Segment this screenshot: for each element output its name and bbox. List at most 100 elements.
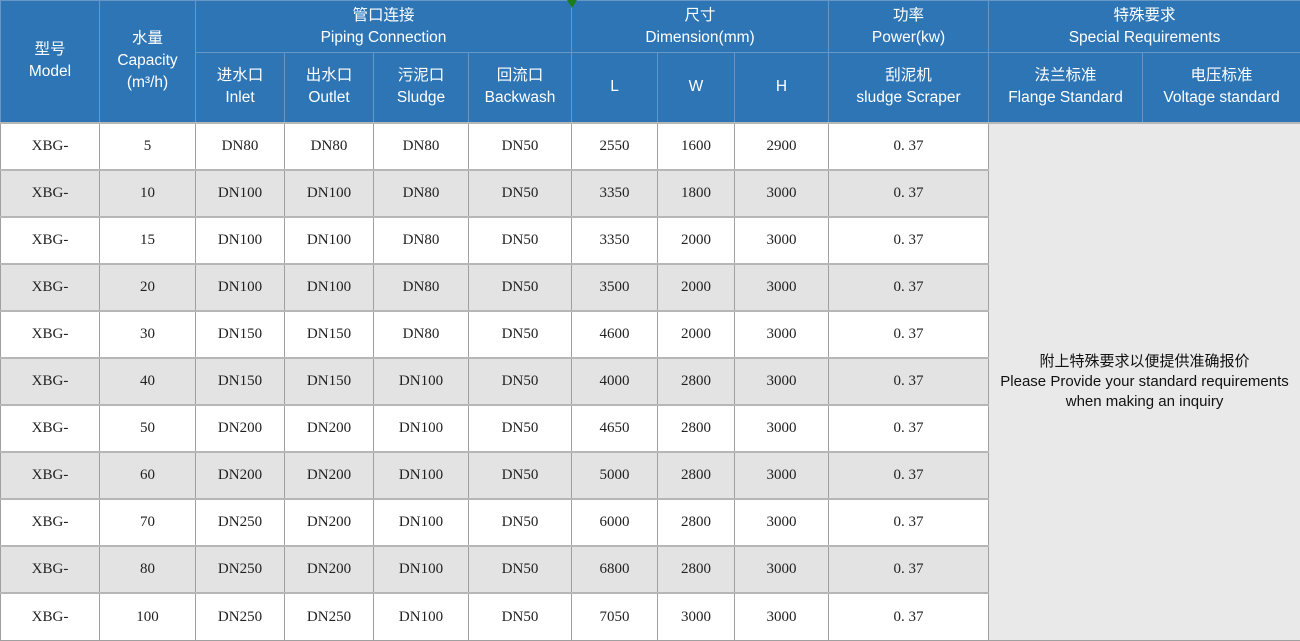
table-row: XBG- 5 DN80 DN80 DN80 DN50 2550 1600 290…: [0, 121, 1300, 641]
cell-inlet: DN150: [195, 309, 285, 359]
cell-height: 3000: [733, 451, 830, 500]
cell-inlet: DN80: [195, 121, 285, 171]
cell-power: 0. 37: [828, 592, 990, 641]
cell-width: 2000: [657, 262, 735, 312]
cell-sludge: DN100: [373, 545, 469, 594]
header-outlet: 出水口 Outlet: [284, 52, 374, 123]
header-inlet-en: Inlet: [225, 89, 255, 107]
cell-power: 0. 37: [828, 403, 990, 453]
cell-outlet: DN100: [284, 262, 374, 312]
cell-inlet: DN250: [195, 498, 285, 547]
cell-capacity: 100: [99, 592, 196, 641]
cell-outlet: DN250: [284, 592, 374, 641]
cell-backwash: DN50: [468, 356, 572, 406]
cell-sludge: DN100: [373, 451, 469, 500]
header-capacity-zh: 水量: [131, 30, 163, 48]
header-capacity-unit: (m³/h): [126, 74, 169, 92]
cell-height: 3000: [733, 592, 830, 641]
cell-backwash: DN50: [468, 592, 572, 641]
cell-sludge: DN80: [373, 309, 469, 359]
cell-power: 0. 37: [828, 262, 990, 312]
header-backwash-en: Backwash: [484, 89, 556, 107]
cell-length: 7050: [571, 592, 658, 641]
header-model: 型号 Model: [0, 0, 100, 123]
cell-model: XBG-: [0, 451, 100, 500]
header-piping-zh: 管口连接: [352, 6, 415, 24]
cell-power: 0. 37: [828, 121, 990, 171]
table-row: XBG- 15 DN100 DN100 DN80 DN50 3350 2000 …: [0, 215, 1300, 265]
cell-power: 0. 37: [828, 168, 990, 218]
cell-backwash: DN50: [468, 545, 572, 594]
cell-capacity: 70: [99, 498, 196, 547]
cell-capacity: 80: [99, 545, 196, 594]
cell-sludge: DN80: [373, 168, 469, 218]
cell-inlet: DN200: [195, 451, 285, 500]
cell-height: 3000: [733, 309, 830, 359]
header-model-zh: 型号: [34, 41, 66, 59]
cell-width: 2800: [657, 545, 735, 594]
table-row: XBG- 70 DN250 DN200 DN100 DN50 6000 2800…: [0, 498, 1300, 547]
green-flag-marker-icon: [567, 0, 577, 8]
cell-length: 4000: [571, 356, 658, 406]
cell-model: XBG-: [0, 356, 100, 406]
cell-height: 3000: [733, 403, 830, 453]
cell-width: 1600: [657, 121, 735, 171]
cell-height: 3000: [733, 356, 830, 406]
cell-model: XBG-: [0, 545, 100, 594]
header-voltage-zh: 电压标准: [1190, 67, 1253, 85]
header-flange-en: Flange Standard: [1008, 89, 1123, 107]
header-piping-en: Piping Connection: [320, 28, 447, 46]
table-row: XBG- 80 DN250 DN200 DN100 DN50 6800 2800…: [0, 545, 1300, 594]
header-sludge: 污泥口 Sludge: [373, 52, 469, 123]
cell-backwash: DN50: [468, 121, 572, 171]
cell-length: 6800: [571, 545, 658, 594]
cell-sludge: DN80: [373, 121, 469, 171]
cell-power: 0. 37: [828, 215, 990, 265]
header-scraper-en: sludge Scraper: [856, 89, 961, 107]
cell-backwash: DN50: [468, 215, 572, 265]
header-outlet-en: Outlet: [308, 89, 350, 107]
header-group-piping: 管口连接 Piping Connection: [195, 0, 572, 53]
cell-outlet: DN200: [284, 545, 374, 594]
cell-power: 0. 37: [828, 498, 990, 547]
header-dimension-zh: 尺寸: [684, 6, 716, 24]
header-voltage: 电压标准 Voltage standard: [1142, 52, 1300, 123]
header-group-dimension: 尺寸 Dimension(mm): [570, 0, 830, 53]
header-dimension-en: Dimension(mm): [645, 28, 755, 46]
cell-inlet: DN150: [195, 356, 285, 406]
cell-model: XBG-: [0, 262, 100, 312]
cell-sludge: DN100: [373, 498, 469, 547]
cell-outlet: DN80: [284, 121, 374, 171]
cell-model: XBG-: [0, 309, 100, 359]
cell-model: XBG-: [0, 592, 100, 641]
cell-capacity: 20: [99, 262, 196, 312]
cell-backwash: DN50: [468, 168, 572, 218]
header-backwash: 回流口 Backwash: [468, 52, 572, 123]
cell-height: 3000: [733, 168, 830, 218]
cell-backwash: DN50: [468, 498, 572, 547]
table-header: 型号 Model 水量 Capacity (m³/h) 管口连接 Piping …: [0, 0, 1300, 123]
cell-outlet: DN200: [284, 451, 374, 500]
cell-power: 0. 37: [828, 451, 990, 500]
note-line-zh: 附上特殊要求以便提供准确报价: [1039, 353, 1250, 370]
header-outlet-zh: 出水口: [305, 67, 353, 85]
cell-length: 4650: [571, 403, 658, 453]
header-group-power: 功率 Power(kw): [828, 0, 990, 53]
cell-inlet: DN200: [195, 403, 285, 453]
header-width: W: [657, 52, 735, 123]
cell-sludge: DN100: [373, 356, 469, 406]
table-body: XBG- 5 DN80 DN80 DN80 DN50 2550 1600 290…: [0, 121, 1300, 641]
table-row: XBG- 60 DN200 DN200 DN100 DN50 5000 2800…: [0, 451, 1300, 500]
cell-width: 2800: [657, 356, 735, 406]
header-height: H: [733, 52, 830, 123]
header-special-zh: 特殊要求: [1113, 6, 1176, 24]
cell-length: 3350: [571, 215, 658, 265]
cell-capacity: 50: [99, 403, 196, 453]
cell-length: 3500: [571, 262, 658, 312]
header-power-zh: 功率: [893, 6, 925, 24]
cell-inlet: DN250: [195, 592, 285, 641]
header-inlet-zh: 进水口: [216, 67, 264, 85]
table-row: XBG- 10 DN100 DN100 DN80 DN50 3350 1800 …: [0, 168, 1300, 218]
